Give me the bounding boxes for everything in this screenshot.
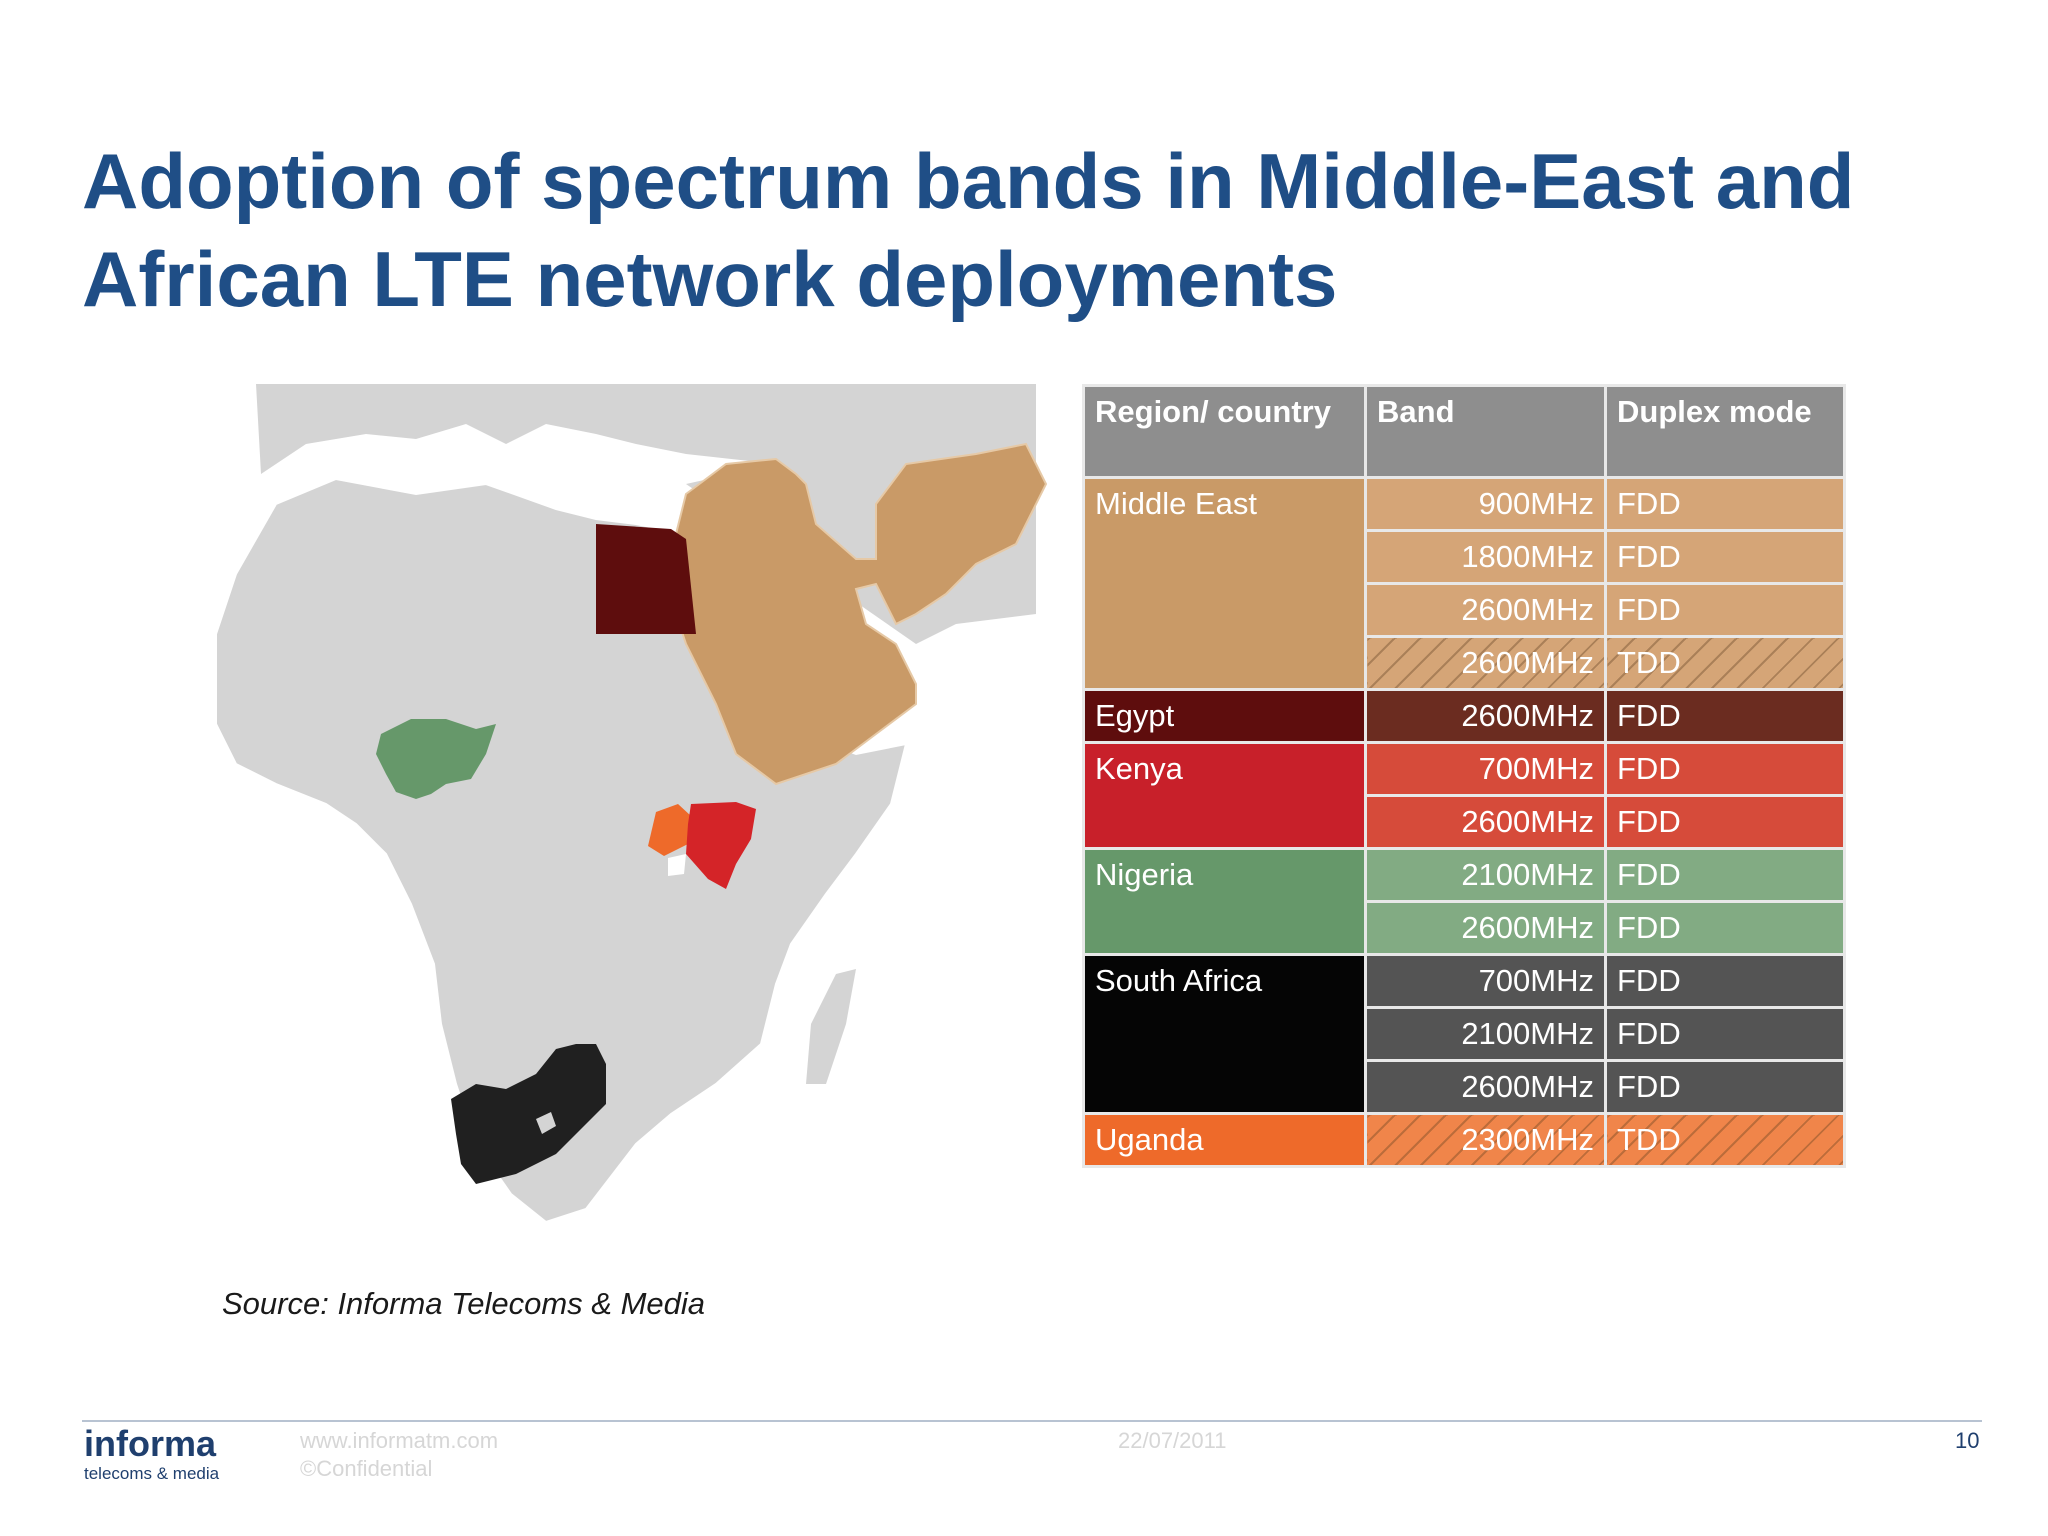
table-row: Egypt 2600MHz FDD [1082,688,1846,744]
middle-east-region [664,442,1048,786]
region-cell: Middle East [1082,476,1367,691]
band-cell: 700MHz [1364,741,1607,797]
header-duplex: Duplex mode [1604,384,1846,479]
lake-victoria [668,854,686,876]
table-row: 2100MHz FDD [1084,1006,1846,1062]
duplex-cell: TDD [1604,635,1846,691]
table-row: 2600MHz TDD [1084,635,1846,691]
table-row: 2600MHz FDD [1084,1059,1846,1115]
kenya-region [686,802,756,889]
south-africa-region [451,1044,606,1184]
band-cell: 2600MHz [1364,582,1607,638]
region-cell: Nigeria [1082,847,1367,956]
table-row: Nigeria 2100MHz FDD [1082,847,1846,956]
table-header-row: Region/ country Band Duplex mode [1082,384,1846,479]
duplex-cell: FDD [1604,741,1846,797]
table-body: Middle East 900MHz FDD 1800MHz FDD 2600MHz FDD… [1082,476,1846,1168]
table-row: 2600MHz FDD [1084,794,1846,850]
source-note: Source: Informa Telecoms & Media [222,1286,706,1321]
duplex-cell: FDD [1604,688,1846,744]
region-cell: Uganda [1082,1112,1367,1168]
header-region: Region/ country [1082,384,1367,479]
footer-url: www.informatm.com [300,1428,499,1453]
region-cell: Kenya [1082,741,1367,850]
table-row: Middle East 900MHz FDD [1082,476,1846,691]
band-cell: 900MHz [1364,476,1607,532]
region-cell: South Africa [1082,953,1367,1115]
table-row: 2600MHz FDD [1084,900,1846,956]
footer-confidential: ©Confidential [300,1456,433,1481]
band-cell: 2600MHz [1364,1059,1607,1115]
band-cell: 2600MHz [1364,635,1607,691]
table-row: Kenya 700MHz FDD [1082,741,1846,850]
band-cell: 2100MHz [1364,1006,1607,1062]
footer-divider [82,1420,1982,1422]
band-cell: 2600MHz [1364,900,1607,956]
logo-main-text: informa [84,1423,217,1464]
spectrum-table: Region/ country Band Duplex mode Middle … [1082,384,1846,1168]
duplex-cell: FDD [1604,900,1846,956]
duplex-cell: FDD [1604,476,1846,532]
band-cell: 2100MHz [1364,847,1607,903]
table-row: Uganda 2300MHz TDD [1082,1112,1846,1168]
band-cell: 700MHz [1364,953,1607,1009]
nigeria-region [376,719,496,799]
table-row: 1800MHz FDD [1084,529,1846,585]
lesotho [536,1112,556,1134]
band-cell: 1800MHz [1364,529,1607,585]
footer-date: 22/07/2011 [1118,1428,1227,1453]
header-band: Band [1364,384,1607,479]
madagascar-land [806,969,856,1084]
band-cell: 2300MHz [1364,1112,1607,1168]
page-number: 10 [1955,1428,1980,1453]
uganda-region [648,804,691,856]
duplex-cell: FDD [1604,529,1846,585]
europe-land [256,384,1036,504]
logo-sub-text: telecoms & media [84,1464,220,1483]
duplex-cell: FDD [1604,582,1846,638]
duplex-cell: FDD [1604,794,1846,850]
table-row: 2600MHz FDD [1084,582,1846,638]
band-cell: 2600MHz [1364,688,1607,744]
informa-logo: informa telecoms & media [84,1424,244,1484]
duplex-cell: FDD [1604,1059,1846,1115]
duplex-cell: FDD [1604,953,1846,1009]
slide-title: Adoption of spectrum bands in Middle-Eas… [82,137,1855,323]
duplex-cell: FDD [1604,847,1846,903]
table-row: South Africa 700MHz FDD [1082,953,1846,1115]
duplex-cell: FDD [1604,1006,1846,1062]
band-cell: 2600MHz [1364,794,1607,850]
region-cell: Egypt [1082,688,1367,744]
africa-middle-east-map [216,384,1060,1222]
egypt-region [596,524,696,634]
duplex-cell: TDD [1604,1112,1846,1168]
